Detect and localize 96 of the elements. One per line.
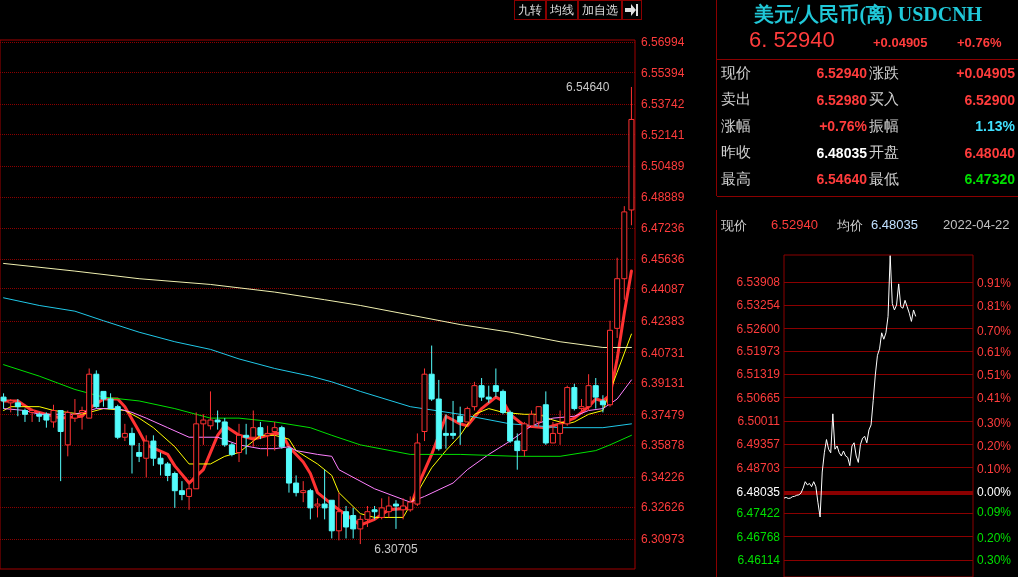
candlestick [121,423,128,442]
text: 振幅 [869,116,900,136]
y-tick-label: 6.56994 [641,35,685,50]
text: 2022-04-22 [943,217,1010,232]
y-tick-label: 6.45636 [641,251,685,266]
y-tick-label: 6.46114 [737,553,781,568]
text: 6.52940 [815,65,867,82]
y-tick-label: 6.49357 [736,437,781,452]
text: 6.52900 [963,91,1015,108]
y-tick-label: 6.50011 [737,413,781,428]
text: 均线 [546,0,578,20]
candlestick [236,423,243,463]
y-tick-label: 6.42383 [641,314,685,329]
candlestick [136,442,143,463]
text: +0.76% [957,35,1002,50]
text: 昨收 [721,143,752,163]
text: +0.76% [818,118,867,135]
y-tick-label: 6.53908 [736,274,781,289]
candlestick [628,86,635,226]
candlestick [607,320,614,408]
y-tick-label: 6.32626 [641,500,685,515]
y-tick-label: 6.48889 [641,189,685,204]
text: +0.04905 [955,65,1015,82]
y-tick-label: 6.47236 [641,221,685,236]
candlestick [243,423,250,455]
text: 6.52940 [771,217,818,232]
y-tick-label: 6.52600 [736,321,781,336]
y2-tick-label: 0.41% [977,390,1012,405]
candlestick [421,367,428,442]
text: 涨幅 [721,116,752,136]
text: 最低 [869,169,900,189]
y2-tick-label: 0.20% [977,438,1012,453]
text: 涨跌 [869,63,900,83]
text: 九转 [514,0,546,20]
y-tick-label: 6.40731 [641,345,685,360]
y-tick-label: 6.50489 [641,159,685,174]
text: 买入 [869,90,900,110]
text: +0.04905 [873,35,929,50]
candlestick [250,409,257,448]
text: 6.48040 [963,144,1015,161]
y2-tick-label: 0.00% [977,484,1012,499]
candlestick [300,480,307,503]
text: 最高 [721,169,752,189]
text: 6. 52940 [749,27,836,53]
text: 现价 [721,217,747,235]
candlestick [128,427,135,475]
y-tick-label: 6.53254 [736,298,781,313]
y-tick-label: 6.47422 [736,506,781,521]
y2-tick-label: 0.30% [977,553,1012,568]
text: 6.48035 [871,217,918,232]
y-tick-label: 6.51319 [736,367,781,382]
candlestick [21,408,28,423]
text: 6.47320 [963,171,1015,188]
y2-tick-label: 0.09% [977,505,1012,520]
text: 6.48035 [815,144,867,161]
y-tick-label: 6.46768 [736,529,781,544]
line-series [3,262,632,348]
y2-tick-label: 0.10% [977,461,1012,476]
y-tick-label: 6.44087 [641,281,685,296]
text: 加自选 [578,0,622,20]
y-tick-label: 6.48035 [736,484,781,499]
y-tick-label: 6.30973 [641,531,685,546]
y2-tick-label: 0.81% [977,298,1012,313]
y-tick-label: 6.48703 [736,460,781,475]
y-tick-label: 6.52141 [641,127,685,142]
line-series [3,364,632,457]
text: 现价 [721,63,752,83]
line-series [3,333,632,518]
y2-tick-label: 0.20% [977,530,1012,545]
y-tick-label: 6.37479 [641,407,685,422]
y-tick-label: 6.34226 [641,469,685,484]
y2-tick-label: 0.51% [977,367,1012,382]
y-tick-label: 6.50665 [736,390,781,405]
text: 均价 [837,217,863,235]
y-tick-label: 6.53742 [641,97,685,112]
y-tick-label: 6.35878 [641,438,685,453]
y2-tick-label: 0.61% [977,344,1012,359]
text: 美元/人民币(离) USDCNH [752,2,984,27]
candlestick [457,406,464,446]
text: 1.13% [974,118,1015,135]
y2-tick-label: 0.91% [977,275,1012,290]
y-tick-label: 6.39131 [641,376,685,391]
y-tick-label: 6.51973 [736,343,781,358]
annotation: 6.54640 [566,79,610,94]
candlestick [599,394,606,413]
y2-tick-label: 0.30% [977,415,1012,430]
text: 6.54640 [815,171,867,188]
candlestick [29,408,36,423]
y-tick-label: 6.55394 [641,65,685,80]
line-series [783,255,917,518]
candlestick [392,499,399,530]
annotation: 6.30705 [374,542,419,557]
text: 6.52980 [815,91,867,108]
y2-tick-label: 0.70% [977,323,1012,338]
text: 卖出 [721,90,752,110]
text: 开盘 [869,143,900,163]
